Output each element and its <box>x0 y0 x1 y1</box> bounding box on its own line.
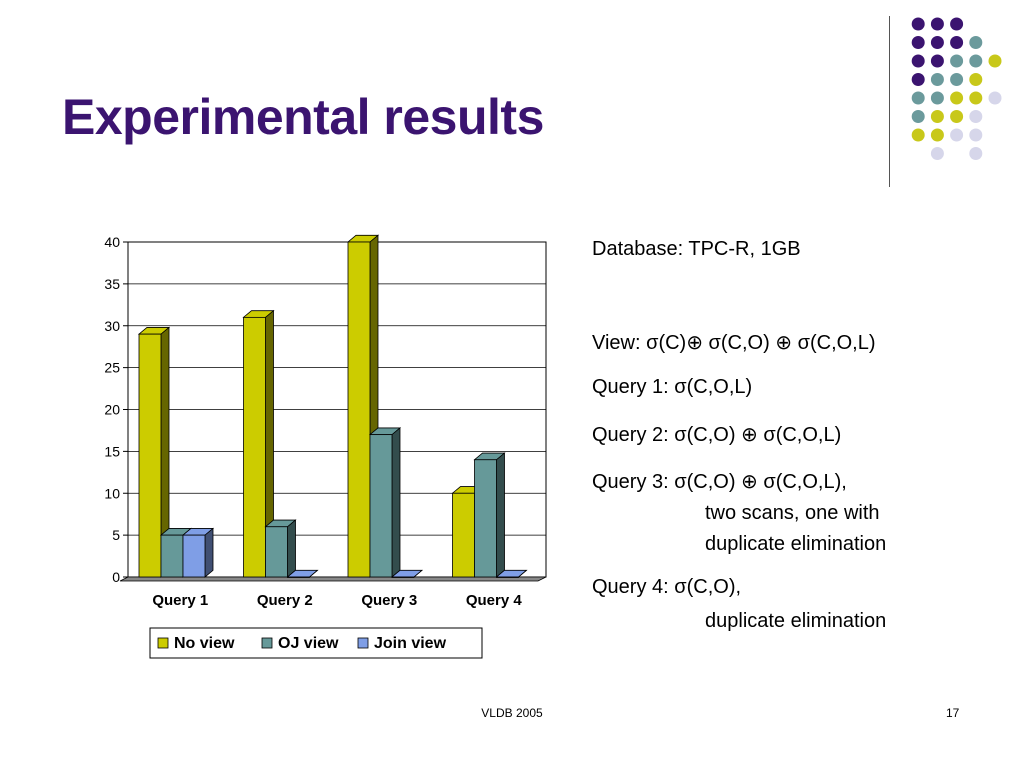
x-tick-label: Query 1 <box>152 592 208 609</box>
query-4-detail: duplicate elimination <box>705 610 887 632</box>
y-tick-label: 30 <box>104 318 120 334</box>
view-text: View: σ(C)⊕ σ(C,O) ⊕ σ(C,O,L) <box>592 332 876 354</box>
x-tick-label: Query 3 <box>361 592 417 609</box>
decorative-dot <box>911 54 925 68</box>
bar <box>495 569 528 578</box>
decorative-dot <box>969 91 983 105</box>
decorative-dot <box>969 36 983 49</box>
decorative-dot <box>969 110 983 123</box>
decorative-dot <box>930 54 944 68</box>
x-tick-label: Query 4 <box>466 592 523 609</box>
slide-number: 17 <box>946 706 960 720</box>
decorative-dot <box>988 54 1002 68</box>
y-tick-label: 40 <box>104 234 120 250</box>
bar <box>473 452 506 578</box>
decorative-dot <box>930 36 944 49</box>
decorative-dot <box>911 17 925 31</box>
decorative-dot <box>969 73 983 86</box>
y-tick-label: 15 <box>104 443 120 459</box>
decorative-dot <box>930 91 944 105</box>
slide-title: Experimental results <box>62 89 544 145</box>
x-tick-label: Query 2 <box>257 592 313 609</box>
query-3-detail-1: two scans, one with <box>705 502 880 524</box>
decorative-dot <box>950 54 964 68</box>
decorative-dot <box>930 17 944 31</box>
decorative-dot <box>950 17 964 31</box>
y-tick-label: 10 <box>104 485 120 501</box>
query-3-detail-2: duplicate elimination <box>705 533 887 555</box>
query-3-text: Query 3: σ(C,O) ⊕ σ(C,O,L), <box>592 471 847 493</box>
decorative-dot <box>988 91 1002 105</box>
decorative-dot <box>930 73 944 86</box>
y-tick-label: 35 <box>104 276 120 292</box>
chart-floor <box>119 576 547 582</box>
decorative-dot <box>969 128 983 142</box>
bar <box>390 569 424 578</box>
decorative-dot <box>950 73 964 86</box>
query-2-text: Query 2: σ(C,O) ⊕ σ(C,O,L) <box>592 424 842 446</box>
bar <box>286 569 319 578</box>
y-tick-label: 25 <box>104 360 120 376</box>
y-tick-label: 5 <box>112 527 120 543</box>
legend-swatch <box>261 637 273 649</box>
decorative-divider-line <box>889 16 890 187</box>
decorative-dot <box>950 110 964 123</box>
decorative-dot <box>911 73 925 86</box>
query-4-text: Query 4: σ(C,O), <box>592 576 742 598</box>
decorative-dot <box>969 147 983 160</box>
legend-swatch <box>157 637 169 649</box>
decorative-dot <box>950 128 964 142</box>
legend-label: No view <box>174 635 235 652</box>
decorative-dot-grid <box>911 17 1002 160</box>
chart-legend: No view OJ view Join view <box>149 627 483 659</box>
bar-chart: 0 5 10 15 20 25 30 35 40 Query 1 Query 2 Query 3 Que… <box>104 234 547 659</box>
decorative-dot <box>930 110 944 123</box>
query-1-text: Query 1: σ(C,O,L) <box>592 376 753 398</box>
y-tick-label: 20 <box>104 402 120 418</box>
bar <box>264 519 297 578</box>
decorative-dot <box>911 128 925 142</box>
decorative-dot <box>911 110 925 123</box>
y-tick-label: 0 <box>112 569 120 585</box>
database-text: Database: TPC-R, 1GB <box>592 238 801 260</box>
decorative-dot <box>969 54 983 68</box>
decorative-dot <box>950 91 964 105</box>
legend-label: Join view <box>374 635 447 652</box>
decorative-dot <box>930 128 944 142</box>
bar <box>181 527 215 578</box>
decorative-dot <box>930 147 944 160</box>
decorative-dot <box>950 36 964 49</box>
legend-label: OJ view <box>278 635 339 652</box>
legend-swatch <box>357 637 369 649</box>
bar <box>368 427 402 578</box>
decorative-dot <box>911 36 925 49</box>
decorative-dot <box>911 91 925 105</box>
footer-conference: VLDB 2005 <box>481 706 543 720</box>
